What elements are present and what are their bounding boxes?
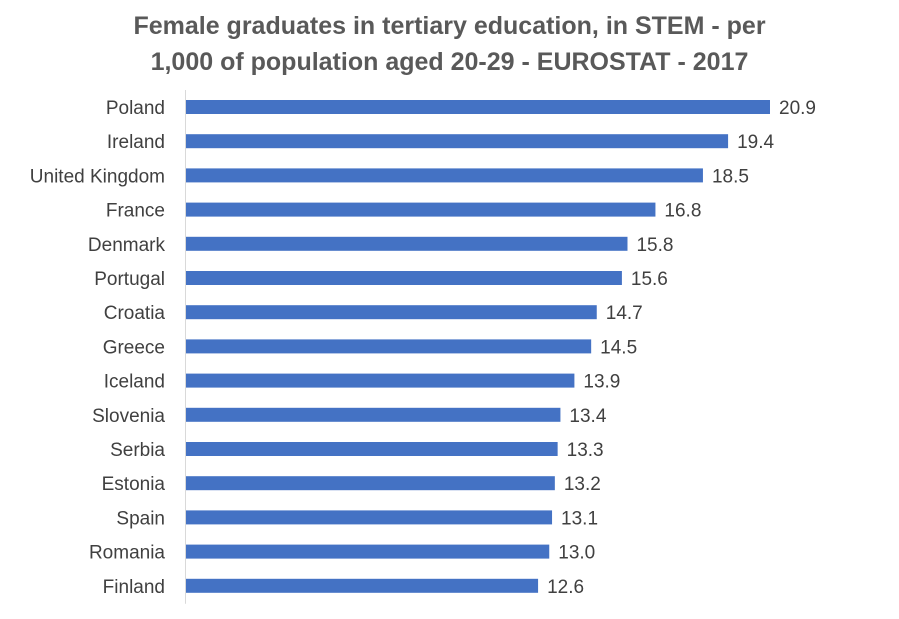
category-label: Romania [89,543,165,564]
bar [186,168,703,183]
value-label: 12.6 [547,577,584,598]
category-label: Iceland [104,372,165,393]
category-label: Croatia [104,303,166,324]
chart-title: Female graduates in tertiary education, … [0,8,899,80]
value-label: 13.3 [567,440,604,461]
bar [186,271,622,285]
category-label: Poland [106,98,165,119]
value-label: 14.7 [606,303,643,324]
bar [186,510,553,525]
bar [186,339,592,354]
value-label: 16.8 [664,201,701,222]
value-label: 13.2 [564,474,601,495]
bar [186,476,555,491]
value-label: 13.1 [561,508,598,529]
value-label: 13.4 [569,406,606,427]
category-label: United Kingdom [30,166,165,187]
category-label: Finland [103,577,165,598]
value-label: 15.6 [631,269,668,290]
category-label: Estonia [102,474,166,495]
value-label: 18.5 [712,166,749,187]
category-label: Ireland [107,132,165,153]
value-label: 20.9 [779,98,816,119]
category-label: Spain [116,508,165,529]
chart-title-line-1: Female graduates in tertiary education, … [133,12,766,40]
bars-layer: Poland 20.9 Ireland 19.4 United Kingdom 18.5 F… [30,98,816,598]
value-label: 13.9 [583,372,620,393]
bar [186,100,770,114]
category-label: France [106,201,165,222]
bar [186,407,561,422]
bar [186,305,597,320]
bar [186,578,539,593]
bar [186,134,729,149]
category-label: Denmark [88,235,166,256]
value-label: 19.4 [737,132,774,153]
bar [186,236,628,251]
category-label: Serbia [110,440,165,461]
category-label: Portugal [94,269,165,290]
bar [186,442,558,456]
value-label: 14.5 [600,337,637,358]
value-label: 13.0 [558,543,595,564]
chart-title-line-2: 1,000 of population aged 20-29 - EUROSTA… [150,48,749,76]
category-label: Greece [103,337,165,358]
bar [186,373,575,388]
value-label: 15.8 [636,235,673,256]
category-label: Slovenia [92,406,165,427]
bar [186,202,656,217]
bar [186,544,550,559]
